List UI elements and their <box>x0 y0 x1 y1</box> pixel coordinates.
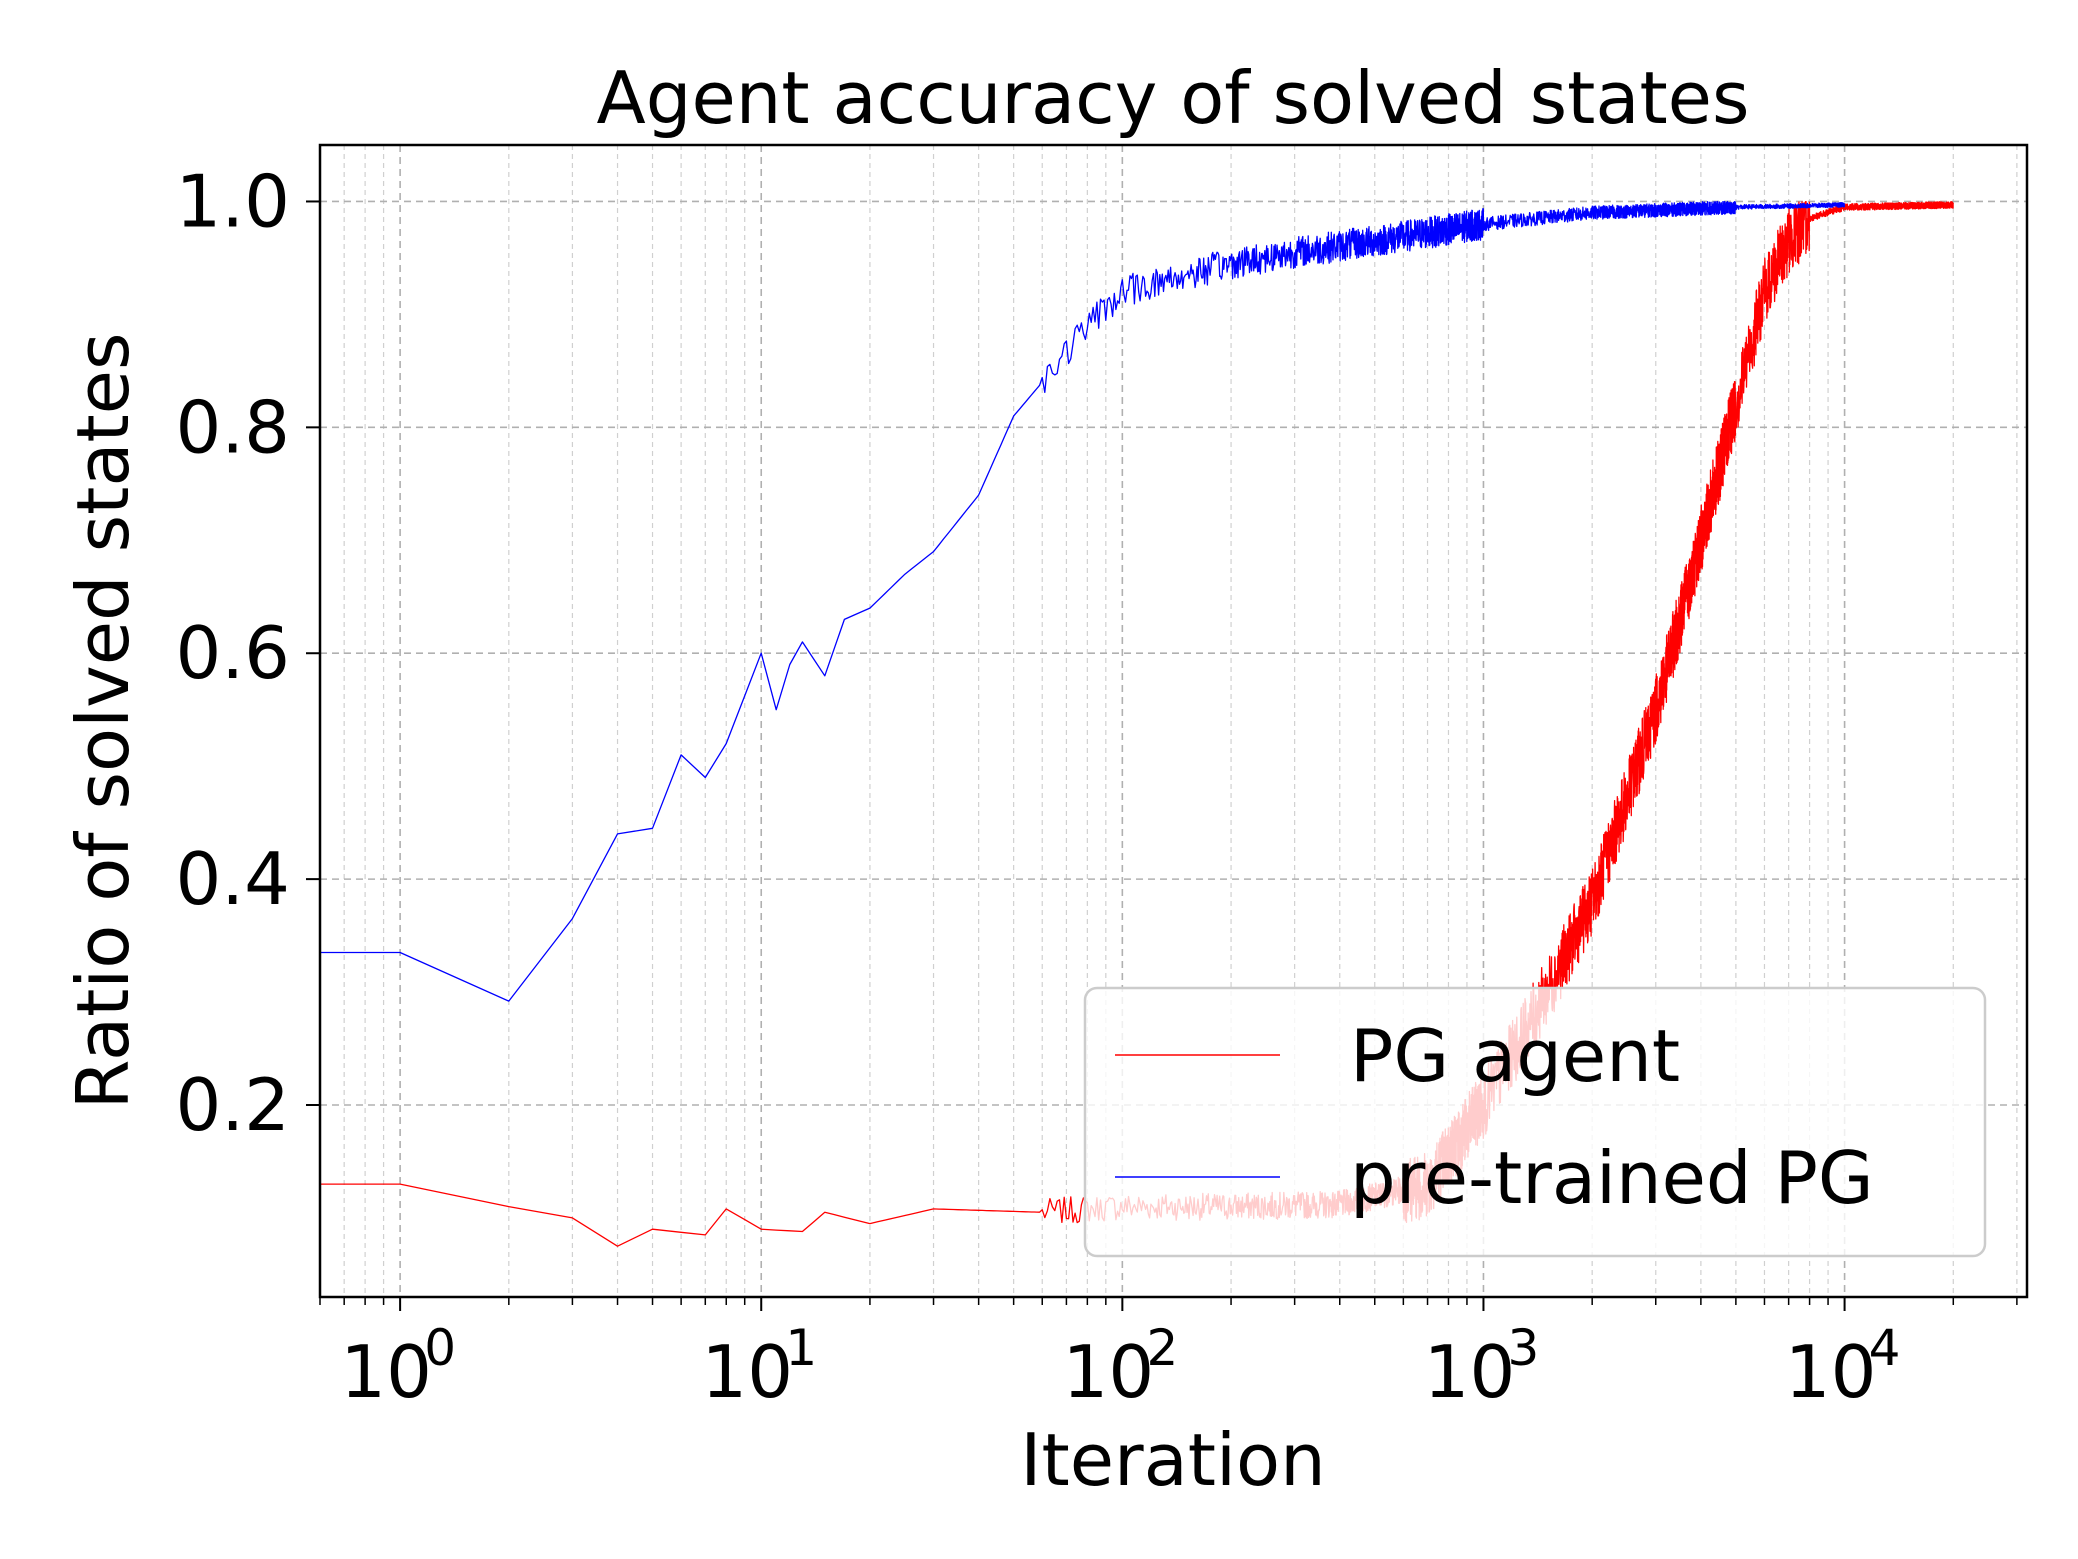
chart-title: Agent accuracy of solved states <box>597 56 1750 140</box>
x-tick-exponent: 1 <box>785 1319 817 1377</box>
x-axis-label: Iteration <box>1020 1418 1325 1502</box>
x-tick-exponent: 0 <box>424 1319 456 1377</box>
x-tick-exponent: 2 <box>1146 1319 1178 1377</box>
x-tick-label: 10 <box>340 1330 432 1414</box>
legend-label-pretrained-pg: pre-trained PG <box>1350 1136 1874 1220</box>
y-tick-label: 0.4 <box>175 837 290 921</box>
x-tick-label: 10 <box>1063 1330 1155 1414</box>
x-tick-label: 10 <box>1785 1330 1877 1414</box>
legend-box <box>1083 986 1987 1258</box>
x-tick-exponent: 3 <box>1508 1319 1540 1377</box>
x-tick-exponent: 4 <box>1869 1319 1901 1377</box>
x-tick-label: 10 <box>1424 1330 1516 1414</box>
y-tick-label: 1.0 <box>175 159 290 243</box>
plot-frame <box>318 143 2029 1299</box>
y-tick-label: 0.8 <box>175 385 290 469</box>
series-line-pretrained-pg <box>320 200 1846 1002</box>
legend-label-pg-agent: PG agent <box>1350 1014 1680 1098</box>
x-tick-label: 10 <box>701 1330 793 1414</box>
y-axis-label: Ratio of solved states <box>61 333 145 1110</box>
y-tick-label: 0.6 <box>175 611 290 695</box>
legend: PG agent pre-trained PG <box>1083 986 1987 1258</box>
y-tick-label: 0.2 <box>175 1063 290 1147</box>
